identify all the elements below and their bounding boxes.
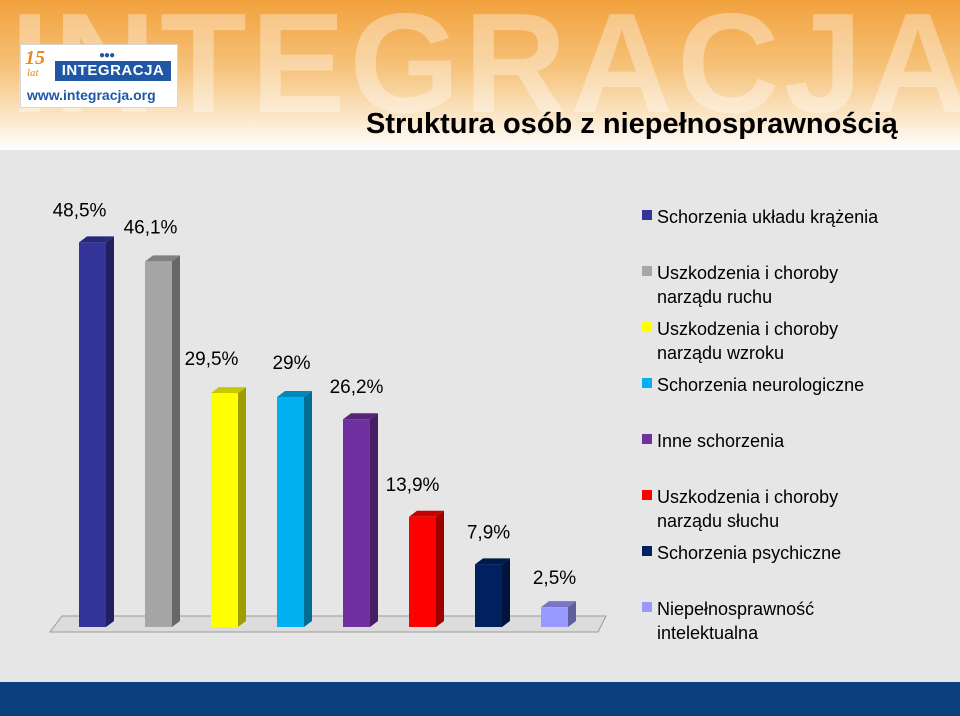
legend-swatch xyxy=(642,378,652,388)
legend-label: Uszkodzenia i choroby narządu ruchu xyxy=(657,263,839,307)
logo-brand: INTEGRACJA xyxy=(55,61,171,81)
legend-label: Uszkodzenia i choroby narządu wzroku xyxy=(657,319,839,363)
bar-chart: 48,5% 46,1% 29,5% 29% 26,2% 13,9% 7,9% 2,5% xyxy=(49,200,607,633)
data-label-4: 29% xyxy=(272,353,310,374)
bar-7 xyxy=(475,558,510,627)
data-label-3: 29,5% xyxy=(185,349,239,370)
legend-label: Niepełnosprawność intelektualna xyxy=(657,599,815,643)
logo-years: 15 xyxy=(25,47,45,69)
data-label-5: 26,2% xyxy=(330,377,384,398)
legend-label: Schorzenia układu krążenia xyxy=(657,207,879,227)
legend-swatch xyxy=(642,322,652,332)
bar-1 xyxy=(79,236,114,627)
footer-bar xyxy=(0,682,960,716)
data-label-7: 7,9% xyxy=(467,522,510,543)
data-label-1: 48,5% xyxy=(53,200,107,221)
slide-header: INTEGRACJA 15 lat ●●● INTEGRACJA www.int… xyxy=(0,0,960,150)
logo-lat: lat xyxy=(27,67,39,79)
integracja-logo: 15 lat ●●● INTEGRACJA www.integracja.org xyxy=(20,44,178,108)
chart-area: 48,5% 46,1% 29,5% 29% 26,2% 13,9% 7,9% 2,5% Sch… xyxy=(0,150,960,680)
page-title: Struktura osób z niepełnosprawnością xyxy=(366,108,898,140)
legend-label: Uszkodzenia i choroby narządu słuchu xyxy=(657,487,839,531)
legend-label: Schorzenia neurologiczne xyxy=(657,375,865,395)
data-label-6: 13,9% xyxy=(386,475,440,496)
legend-swatch xyxy=(642,266,652,276)
legend-swatch xyxy=(642,490,652,500)
data-label-8: 2,5% xyxy=(533,568,576,589)
bar-8 xyxy=(541,601,576,627)
legend-swatch xyxy=(642,602,652,612)
people-icon: ●●● xyxy=(99,50,115,61)
chart-floor xyxy=(49,615,607,633)
legend-label: Schorzenia psychiczne xyxy=(657,543,842,563)
bar-2 xyxy=(145,255,180,627)
data-label-2: 46,1% xyxy=(124,217,178,238)
legend-swatch xyxy=(642,434,652,444)
legend-swatch xyxy=(642,210,652,220)
legend-swatch xyxy=(642,546,652,556)
bar-4 xyxy=(277,391,312,627)
legend-label: Inne schorzenia xyxy=(657,431,785,451)
logo-url: www.integracja.org xyxy=(27,87,156,103)
bar-5 xyxy=(343,413,378,627)
bar-3 xyxy=(211,387,246,627)
bar-6 xyxy=(409,510,444,627)
